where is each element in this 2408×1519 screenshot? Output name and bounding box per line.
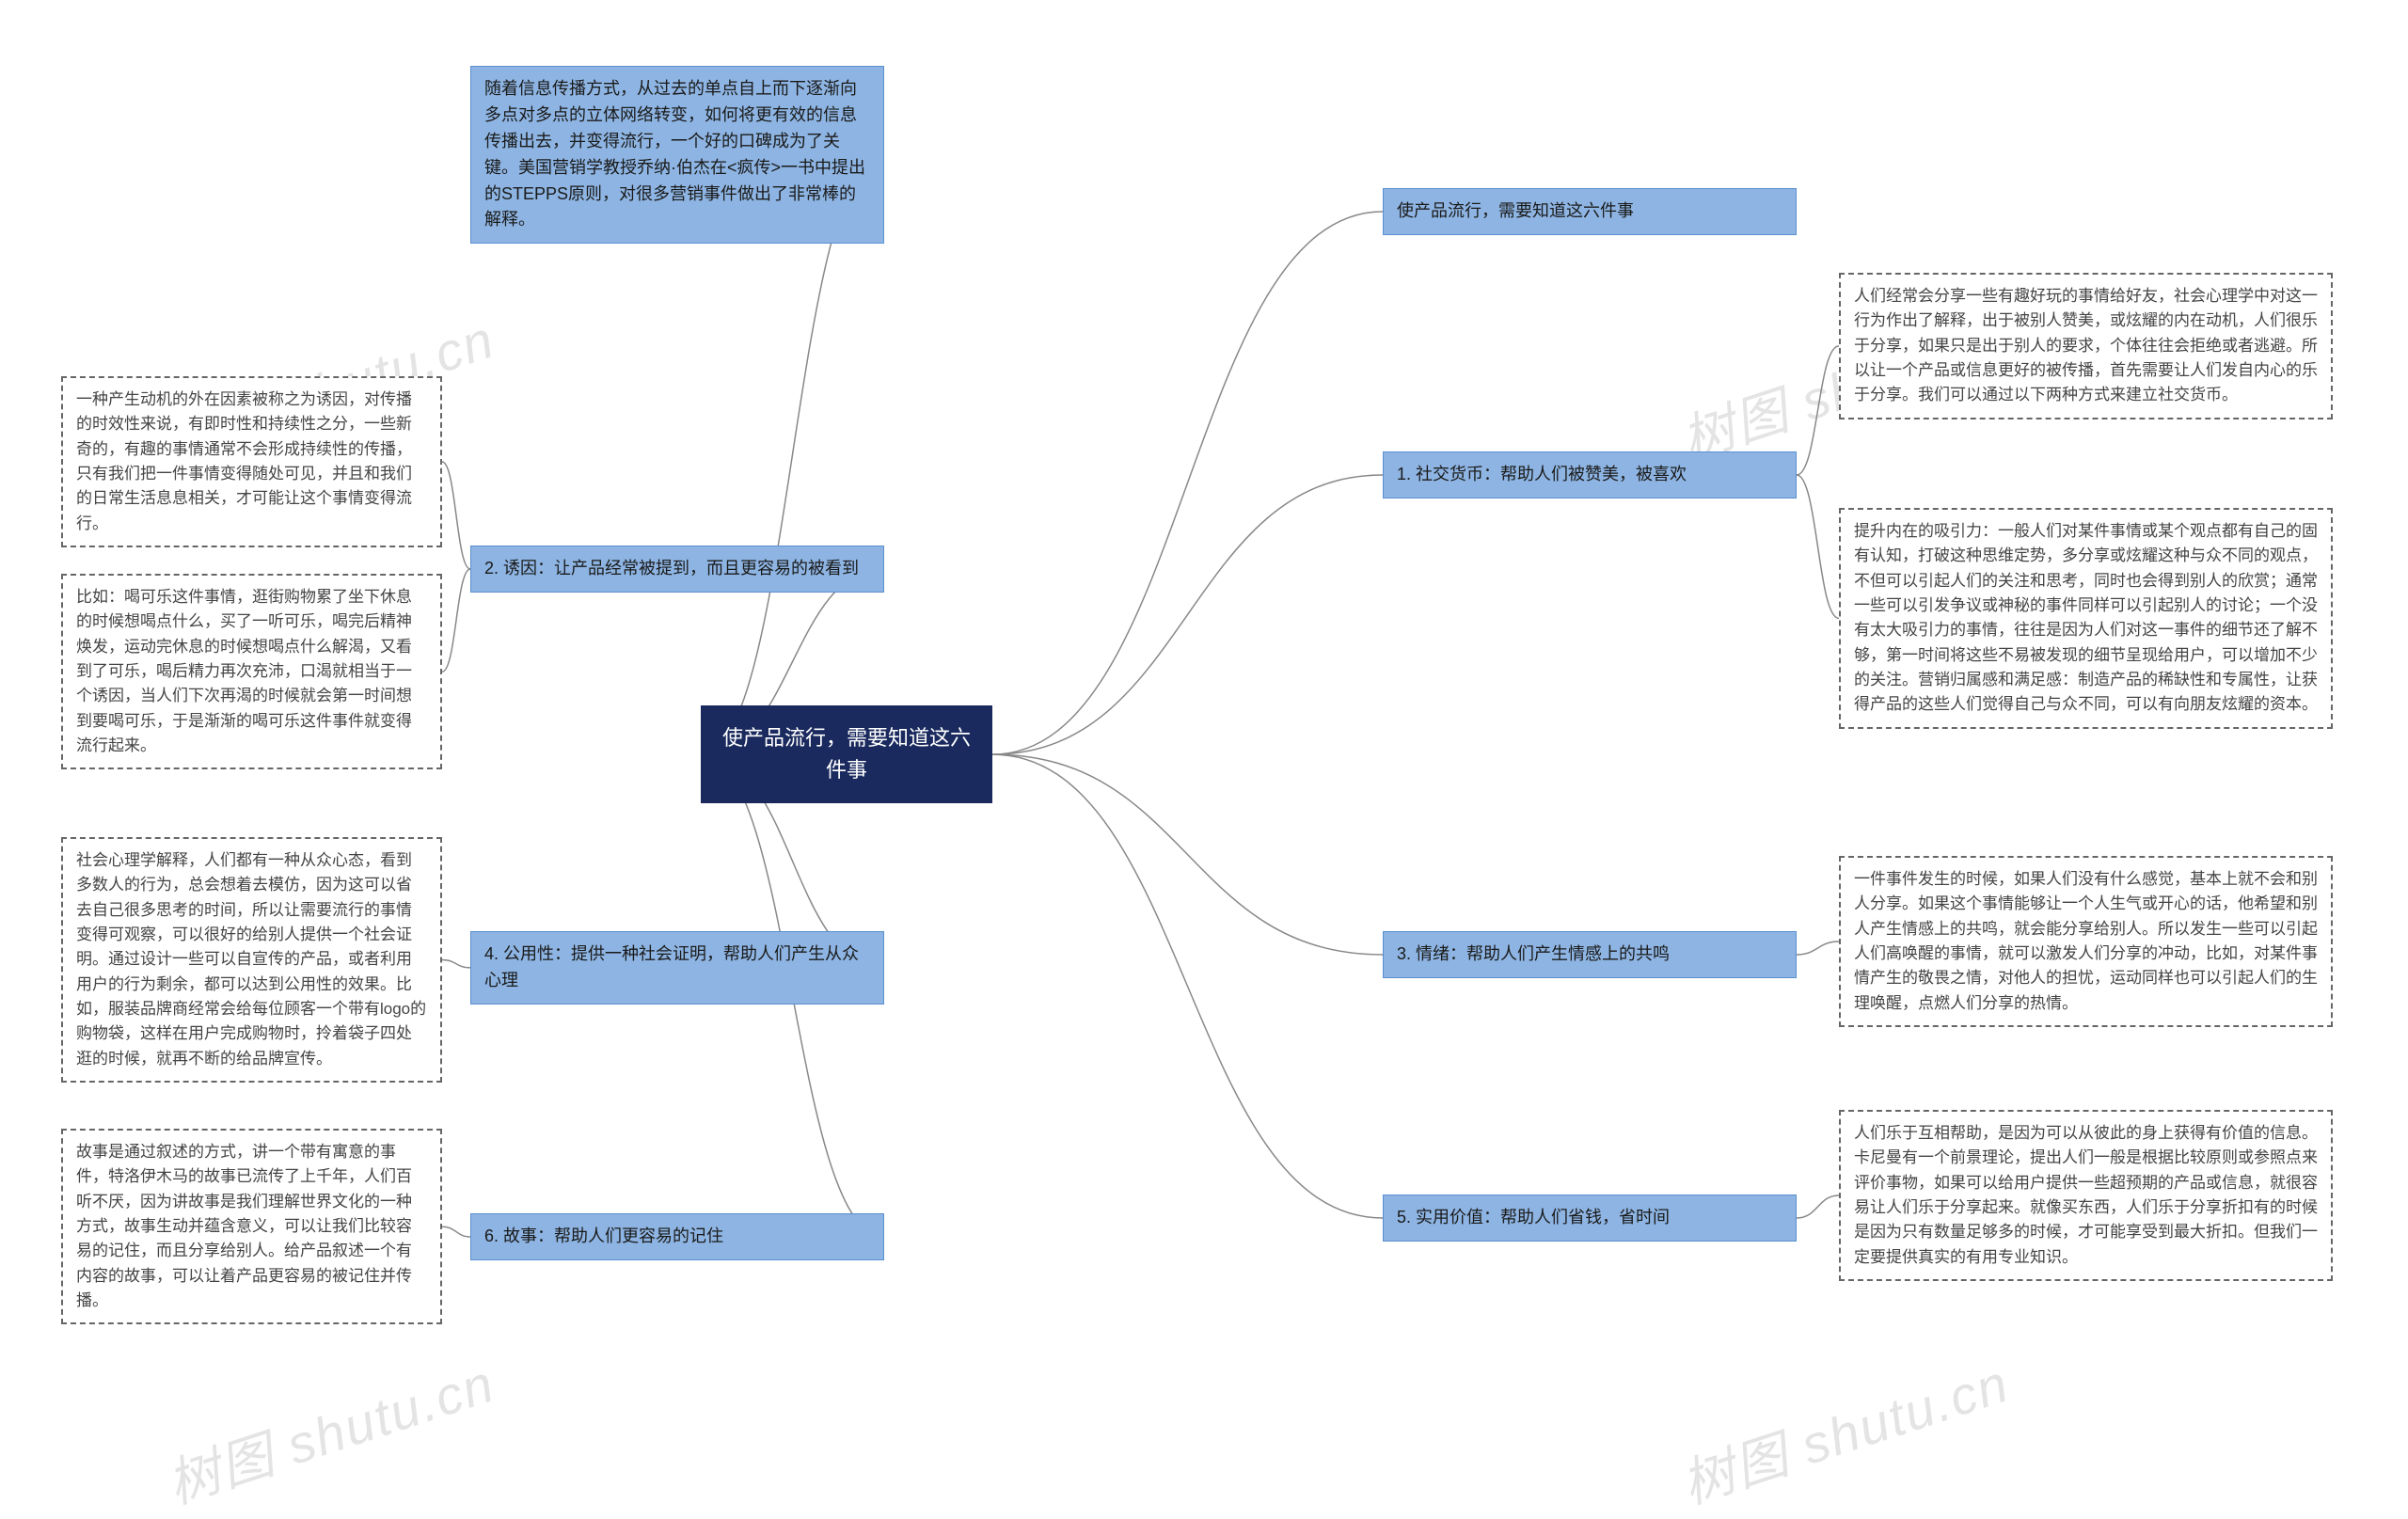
node-practical-value: 5. 实用价值：帮助人们省钱，省时间 bbox=[1383, 1195, 1797, 1242]
node-trigger-detail-2: 比如：喝可乐这件事情，逛街购物累了坐下休息的时候想喝点什么，买了一听可乐，喝完后… bbox=[61, 574, 442, 769]
node-story-detail: 故事是通过叙述的方式，讲一个带有寓意的事件，特洛伊木马的故事已流传了上千年，人们… bbox=[61, 1129, 442, 1324]
node-social-currency-detail-2: 提升内在的吸引力：一般人们对某件事情或某个观点都有自己的固有认知，打破这种思维定… bbox=[1839, 508, 2333, 729]
node-intro: 随着信息传播方式，从过去的单点自上而下逐渐向多点对多点的立体网络转变，如何将更有… bbox=[470, 66, 884, 244]
watermark: 树图 shutu.cn bbox=[156, 1341, 503, 1519]
node-trigger: 2. 诱因：让产品经常被提到，而且更容易的被看到 bbox=[470, 546, 884, 593]
node-story: 6. 故事：帮助人们更容易的记住 bbox=[470, 1213, 884, 1260]
node-practical-value-detail: 人们乐于互相帮助，是因为可以从彼此的身上获得有价值的信息。卡尼曼有一个前景理论，… bbox=[1839, 1110, 2333, 1281]
node-emotion-detail: 一件事件发生的时候，如果人们没有什么感觉，基本上就不会和别人分享。如果这个事情能… bbox=[1839, 856, 2333, 1027]
watermark: 树图 shutu.cn bbox=[1671, 1341, 2018, 1519]
node-social-currency-detail-1: 人们经常会分享一些有趣好玩的事情给好友，社会心理学中对这一行为作出了解释，出于被… bbox=[1839, 273, 2333, 419]
node-social-currency: 1. 社交货币：帮助人们被赞美，被喜欢 bbox=[1383, 451, 1797, 498]
center-node: 使产品流行，需要知道这六件事 bbox=[701, 705, 992, 803]
node-trigger-detail-1: 一种产生动机的外在因素被称之为诱因，对传播的时效性来说，有即时性和持续性之分，一… bbox=[61, 376, 442, 547]
node-public: 4. 公用性：提供一种社会证明，帮助人们产生从众心理 bbox=[470, 931, 884, 1005]
node-emotion: 3. 情绪：帮助人们产生情感上的共鸣 bbox=[1383, 931, 1797, 978]
node-title-right: 使产品流行，需要知道这六件事 bbox=[1383, 188, 1797, 235]
node-public-detail: 社会心理学解释，人们都有一种从众心态，看到多数人的行为，总会想着去模仿，因为这可… bbox=[61, 837, 442, 1083]
